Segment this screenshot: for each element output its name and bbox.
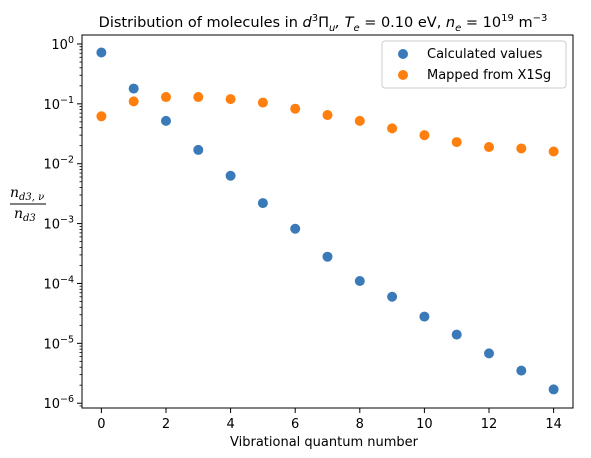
data-point — [484, 142, 495, 153]
data-point — [193, 92, 204, 103]
title-ne-unit-exp: −3 — [533, 13, 548, 24]
data-point — [354, 115, 365, 126]
y-tick-label: 10−2 — [43, 155, 74, 173]
data-point — [484, 348, 495, 359]
legend-label-mapped: Mapped from X1Sg — [427, 68, 551, 83]
y-tick-base: 10 — [51, 38, 68, 53]
title-prefix: Distribution of molecules in — [99, 15, 303, 31]
title-te-sub: e — [353, 23, 359, 34]
y-tick-exponent: −1 — [60, 95, 74, 106]
data-point — [96, 111, 107, 122]
y-tick-base: 10 — [43, 98, 60, 113]
x-tick-label: 10 — [416, 417, 433, 432]
legend: Calculated values Mapped from X1Sg — [381, 40, 567, 89]
data-points — [96, 47, 559, 395]
y-label-numerator-var: n — [10, 185, 19, 201]
legend-marker-calculated — [398, 49, 408, 59]
y-tick-exponent: −2 — [60, 155, 74, 166]
data-point — [548, 146, 559, 157]
y-tick-exponent: −3 — [60, 215, 74, 226]
x-tick-label: 8 — [356, 417, 364, 432]
y-tick-label: 10−1 — [43, 95, 74, 113]
y-tick-label: 10−5 — [43, 334, 74, 352]
data-point — [419, 130, 430, 141]
data-point — [290, 103, 301, 114]
legend-marker-mapped — [398, 70, 408, 80]
title-ne-exp: 19 — [501, 13, 514, 24]
data-point — [257, 198, 268, 209]
x-tick-label: 12 — [481, 417, 498, 432]
title-ne-unit: m — [514, 15, 533, 31]
x-axis-label: Vibrational quantum number — [230, 435, 419, 450]
title-state-term: Π — [318, 15, 329, 31]
data-point — [516, 365, 527, 376]
chart-title: Distribution of molecules in d3Πu, Te = … — [99, 13, 548, 34]
data-point — [387, 123, 398, 134]
title-te-text: , T — [335, 15, 354, 31]
title-state-symbol: d — [303, 15, 313, 31]
title-te-value: = 0.10 eV, — [360, 15, 446, 31]
data-point — [160, 92, 171, 103]
y-label-denominator-sub: d3 — [23, 213, 36, 224]
y-tick-base: 10 — [43, 397, 60, 412]
y-tick-label: 10−4 — [43, 274, 74, 292]
data-point — [322, 251, 333, 262]
data-point — [128, 83, 139, 94]
y-tick-base: 10 — [43, 218, 60, 233]
x-tick-label: 14 — [545, 417, 562, 432]
y-tick-base: 10 — [43, 337, 60, 352]
y-tick-exponent: 0 — [68, 35, 74, 46]
x-axis-ticks: 0 2 4 6 8 10 12 14 — [97, 408, 562, 432]
x-tick-label: 6 — [291, 417, 299, 432]
y-axis-label: nd3, ν nd3 — [10, 185, 46, 224]
data-point — [516, 143, 527, 154]
data-point — [290, 223, 301, 234]
plot-frame — [81, 34, 574, 409]
title-ne-value: = 10 — [461, 15, 501, 31]
y-tick-label: 10−6 — [43, 394, 74, 412]
data-point — [225, 94, 236, 105]
data-point — [225, 170, 236, 181]
data-point — [257, 97, 268, 108]
x-tick-label: 2 — [162, 417, 170, 432]
x-tick-label: 4 — [226, 417, 234, 432]
y-label-denominator: nd3 — [14, 206, 36, 224]
x-tick-label: 0 — [97, 417, 105, 432]
y-tick-label: 10−3 — [43, 215, 74, 233]
data-point — [354, 275, 365, 286]
y-tick-exponent: −4 — [60, 274, 74, 285]
y-label-denominator-var: n — [14, 206, 23, 222]
y-label-numerator: nd3, ν — [10, 185, 44, 203]
legend-box — [381, 40, 567, 89]
y-tick-label: 100 — [51, 35, 74, 53]
data-point — [160, 115, 171, 126]
y-tick-base: 10 — [43, 277, 60, 292]
data-point — [451, 329, 462, 340]
data-point — [548, 384, 559, 395]
data-point — [451, 137, 462, 148]
y-tick-exponent: −6 — [60, 394, 74, 405]
title-ne-text: n — [446, 15, 455, 31]
data-point — [322, 110, 333, 121]
y-tick-base: 10 — [43, 158, 60, 173]
series-1 — [96, 92, 559, 157]
data-point — [193, 144, 204, 155]
title-state-sub: u — [329, 23, 335, 34]
data-point — [96, 47, 107, 58]
data-point — [128, 96, 139, 107]
title-state-sup: 3 — [312, 13, 318, 24]
data-point — [419, 311, 430, 322]
legend-label-calculated: Calculated values — [427, 47, 543, 62]
y-tick-exponent: −5 — [60, 334, 74, 345]
data-point — [387, 291, 398, 302]
series-0 — [96, 47, 559, 395]
title-ne-sub: e — [455, 23, 461, 34]
y-label-numerator-sub: d3, ν — [19, 192, 44, 203]
